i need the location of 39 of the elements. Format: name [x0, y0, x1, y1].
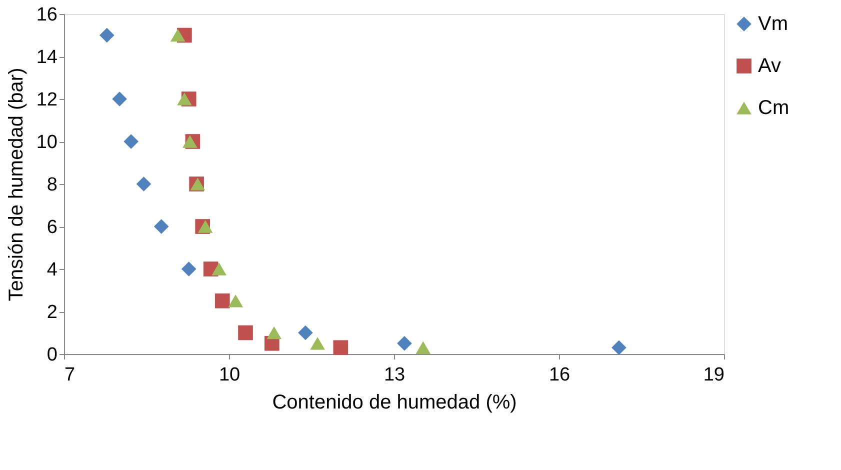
- x-tick-label: 16: [548, 364, 570, 386]
- point: [416, 341, 431, 354]
- y-tick-label: 6: [46, 217, 58, 238]
- legend-label: Vm: [758, 13, 788, 35]
- point: [397, 336, 412, 351]
- point: [154, 219, 169, 234]
- y-tick-label: 12: [36, 90, 58, 110]
- legend-label: Cm: [758, 97, 790, 119]
- point: [612, 340, 626, 356]
- y-tick-label: 16: [36, 4, 58, 26]
- point: [124, 134, 139, 149]
- point: [238, 325, 253, 340]
- point: [298, 325, 313, 340]
- y-tick-label: 14: [36, 47, 58, 68]
- y-tick-label: 0: [46, 344, 58, 366]
- y-tick-label: 10: [36, 132, 58, 153]
- x-tick-label: 19: [703, 364, 724, 386]
- point: [212, 262, 227, 276]
- point: [333, 340, 348, 356]
- y-tick-label: 2: [46, 302, 58, 323]
- x-tick-label: 13: [384, 364, 406, 386]
- point: [99, 28, 114, 43]
- point: [136, 176, 152, 192]
- y-axis-title: Tensión de humedad (bar): [5, 68, 28, 302]
- y-tick-label: 4: [46, 260, 58, 280]
- legend-label: Av: [758, 55, 781, 77]
- point: [214, 293, 230, 308]
- point: [266, 326, 282, 340]
- x-tick-label: 7: [64, 364, 76, 386]
- x-tick-label: 10: [218, 364, 240, 386]
- point: [170, 28, 186, 42]
- point: [228, 294, 244, 308]
- point: [112, 92, 127, 106]
- point: [182, 135, 198, 148]
- point: [181, 262, 196, 276]
- y-tick-label: 8: [46, 174, 58, 196]
- x-axis-title: Contenido de humedad (%): [272, 392, 517, 414]
- point: [177, 92, 192, 106]
- point: [310, 336, 325, 350]
